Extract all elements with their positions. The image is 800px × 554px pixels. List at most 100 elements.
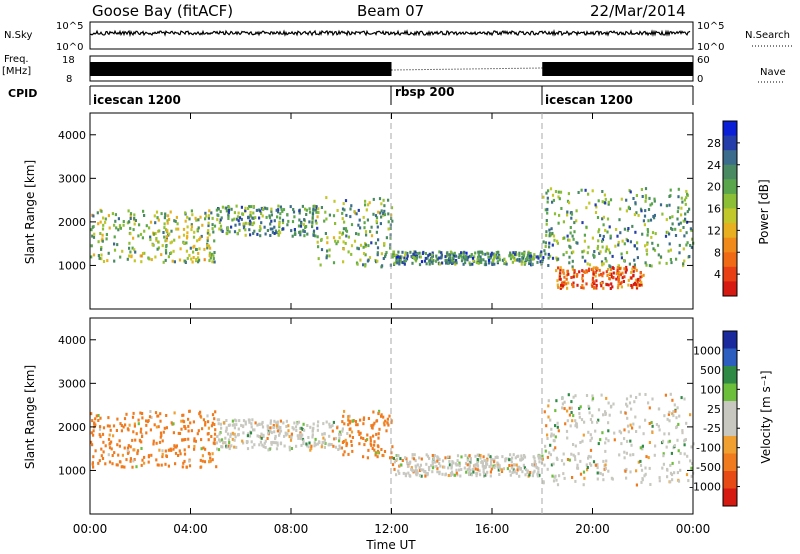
echo-cell — [618, 274, 621, 278]
echo-cell — [372, 410, 375, 414]
echo-cell — [600, 272, 603, 276]
echo-cell — [629, 394, 632, 398]
echo-cell — [430, 257, 434, 261]
echo-cell — [645, 248, 649, 252]
echo-cell — [246, 434, 249, 438]
echo-cell — [116, 443, 119, 447]
echo-cell — [286, 213, 289, 217]
echo-cell — [482, 258, 485, 262]
echo-cell — [172, 431, 175, 435]
echo-cell — [640, 280, 643, 284]
echo-cell — [635, 430, 638, 433]
echo-cell — [193, 439, 196, 443]
echo-cell — [273, 219, 276, 223]
echo-cell — [372, 434, 375, 438]
echo-cell — [113, 223, 116, 227]
echo-cell — [372, 423, 375, 427]
echo-cell — [236, 215, 240, 219]
echo-cell — [647, 456, 650, 460]
echo-cell — [348, 427, 351, 431]
echo-cell — [258, 422, 261, 426]
echo-cell — [668, 232, 671, 236]
echo-cell — [384, 419, 387, 423]
echo-cell — [397, 255, 400, 259]
echo-cell — [676, 210, 679, 214]
echo-cell — [469, 458, 472, 462]
echo-cell — [369, 439, 372, 443]
echo-cell — [449, 253, 452, 257]
echo-cell — [411, 456, 414, 460]
echo-cell — [225, 428, 228, 432]
echo-cell — [384, 255, 387, 259]
echo-cell — [578, 270, 581, 274]
echo-cell — [345, 234, 348, 238]
echo-cell — [513, 258, 516, 262]
echo-cell — [296, 434, 299, 438]
echo-cell — [484, 466, 487, 470]
x-tick-label: 00:00 — [73, 522, 108, 536]
echo-cell — [547, 256, 550, 260]
echo-cell — [426, 256, 429, 260]
echo-cell — [314, 443, 317, 447]
echo-cell — [677, 222, 680, 226]
echo-cell — [578, 407, 581, 410]
echo-cell — [197, 218, 200, 222]
echo-cell — [455, 261, 458, 265]
echo-cell — [148, 415, 152, 419]
echo-cell — [256, 423, 259, 427]
echo-cell — [581, 255, 584, 259]
echo-cell — [235, 423, 238, 427]
echo-cell — [219, 224, 223, 228]
echo-cell — [549, 443, 552, 447]
echo-cell — [671, 412, 674, 416]
echo-cell — [573, 270, 576, 274]
echo-cell — [444, 255, 447, 259]
echo-cell — [302, 422, 305, 426]
echo-cell — [102, 440, 105, 444]
echo-cell — [676, 217, 679, 221]
echo-cell — [215, 208, 218, 212]
echo-cell — [602, 478, 605, 482]
echo-cell — [467, 471, 471, 475]
echo-cell — [572, 453, 575, 457]
echo-cell — [576, 241, 579, 245]
echo-cell — [508, 464, 511, 467]
echo-cell — [629, 240, 632, 244]
echo-cell — [219, 218, 222, 222]
echo-cell — [596, 247, 599, 251]
echo-cell — [416, 471, 419, 475]
echo-cell — [565, 273, 568, 277]
echo-cell — [511, 456, 514, 460]
y-tick-label: 2000 — [58, 216, 86, 229]
echo-cell — [126, 257, 129, 261]
echo-cell — [567, 192, 570, 196]
echo-cell — [550, 434, 553, 438]
echo-cell — [155, 210, 159, 214]
echo-cell — [169, 210, 172, 214]
nsky-tick-bottom: 10^0 — [56, 42, 83, 53]
echo-cell — [673, 403, 676, 407]
echo-cell — [596, 244, 600, 248]
echo-cell — [393, 467, 396, 471]
echo-cell — [587, 192, 590, 196]
echo-cell — [665, 261, 668, 265]
echo-cell — [527, 251, 530, 255]
echo-cell — [476, 453, 479, 457]
echo-cell — [161, 439, 164, 443]
echo-cell — [143, 455, 146, 459]
echo-cell — [390, 206, 394, 210]
echo-cell — [367, 448, 370, 452]
echo-cell — [644, 393, 647, 396]
echo-cell — [323, 438, 326, 442]
echo-cell — [639, 271, 642, 275]
echo-cell — [522, 463, 525, 467]
echo-cell — [440, 251, 443, 255]
echo-cell — [588, 406, 591, 410]
echo-cell — [169, 447, 172, 451]
echo-cell — [685, 243, 688, 247]
echo-cell — [173, 411, 176, 415]
echo-cell — [547, 399, 550, 403]
echo-cell — [623, 242, 626, 246]
echo-cell — [385, 251, 388, 254]
echo-cell — [580, 418, 584, 422]
